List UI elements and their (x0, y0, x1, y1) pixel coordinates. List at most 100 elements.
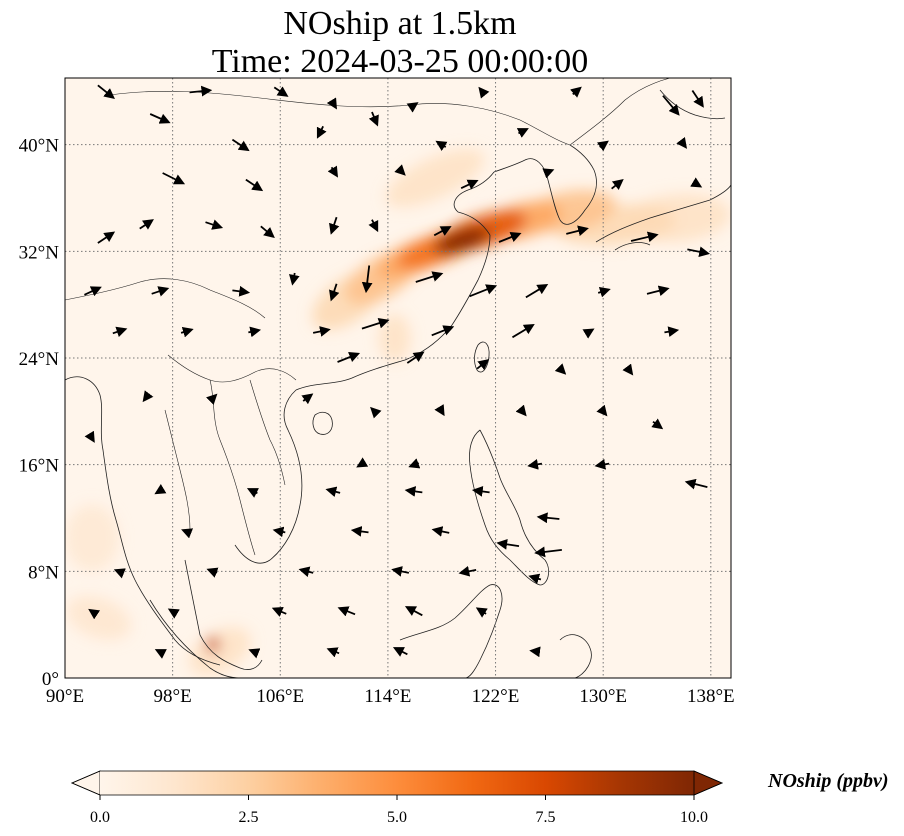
wind-arrow (676, 136, 688, 149)
wind-arrow (415, 271, 444, 283)
wind-arrow (404, 606, 423, 617)
wind-arrow (205, 393, 218, 406)
wind-arrow (88, 608, 101, 620)
concentration-field (65, 148, 731, 676)
wind-arrow (408, 458, 421, 469)
wind-arrow (142, 390, 154, 403)
wind-arrow (350, 526, 369, 537)
wind-arrow (554, 363, 567, 375)
wind-arrow (162, 172, 186, 185)
concentration-blob (65, 504, 119, 572)
colorbar-extend-max (693, 770, 724, 796)
colorbar-extend-min (70, 770, 101, 796)
border-myanmar-thailand (164, 409, 191, 531)
wind-arrow (361, 317, 390, 330)
wind-arrow (113, 568, 126, 579)
wind-arrow (325, 486, 341, 498)
colorbar-tick-label: 7.5 (536, 809, 556, 826)
coastline-sulawesi (559, 634, 592, 678)
wind-arrow (529, 646, 541, 658)
longitude-tick-label: 90°E (46, 686, 84, 707)
wind-arrow (690, 177, 703, 188)
colorbar-tick-label: 0.0 (90, 809, 110, 826)
wind-arrow (516, 128, 529, 138)
border-laos-thailand (209, 379, 256, 556)
wind-arrow (611, 178, 624, 190)
longitude-tick-label: 98°E (154, 686, 192, 707)
wind-arrow (498, 231, 522, 243)
map-panel: 90°E 98°E 106°E 114°E 122°E 130°E 138°E 0° 8°N 1… (19, 77, 735, 707)
colorbar-tick-label: 5.0 (387, 809, 407, 826)
coastlines (65, 78, 731, 678)
wind-arrow (181, 528, 194, 539)
wind-arrow (433, 226, 452, 237)
wind-arrow (404, 486, 423, 497)
longitude-tick-label: 114°E (364, 686, 411, 707)
wind-arrow (394, 164, 406, 176)
wind-arrow (469, 284, 498, 298)
wind-arrow (180, 326, 194, 338)
wind-arrow (329, 283, 340, 302)
wind-arrow (361, 265, 373, 294)
wind-arrow (167, 608, 180, 619)
wind-arrow (496, 539, 520, 550)
wind-arrow (534, 546, 562, 558)
colorbar: 0.0 2.5 5.0 7.5 10.0 (70, 770, 724, 826)
wind-arrow (664, 326, 680, 337)
colorbar-title: NOship (ppbv) (768, 770, 889, 792)
wind-arrow (151, 286, 170, 297)
wind-arrow (566, 225, 589, 237)
wind-arrow (312, 326, 331, 337)
wind-arrow (337, 606, 356, 617)
concentration-blob (206, 636, 220, 653)
plot-title: NOship at 1.5km (283, 5, 517, 42)
latitude-tick-label: 32°N (19, 242, 60, 263)
wind-arrow (622, 363, 634, 376)
wind-arrow (431, 526, 450, 537)
wind-arrow (272, 526, 286, 538)
wind-arrow (458, 565, 477, 577)
border-vietnam-laos (249, 379, 286, 486)
wind-arrow (245, 178, 264, 192)
wind-arrow (511, 323, 535, 339)
wind-arrow (139, 219, 154, 230)
wind-arrow (149, 113, 171, 124)
wind-arrow (594, 459, 610, 470)
wind-arrow (646, 285, 670, 297)
wind-arrow (582, 328, 595, 339)
wind-arrow (337, 351, 361, 363)
longitude-tick-label: 122°E (472, 686, 520, 707)
plot-subtitle-time: Time: 2024-03-25 00:00:00 (211, 43, 589, 80)
wind-arrow (525, 283, 549, 299)
wind-arrow (460, 179, 479, 190)
wind-arrow (329, 216, 340, 235)
wind-arrow (528, 573, 542, 584)
concentration-blob (433, 227, 491, 255)
wind-arrow (298, 566, 314, 578)
coastline-north-east (659, 89, 726, 120)
wind-arrow (475, 607, 488, 618)
border-mongolia-china (109, 90, 571, 146)
latitude-tick-label: 40°N (19, 136, 60, 157)
coastline-shandong (453, 171, 495, 236)
coastline-philippines (469, 429, 550, 586)
wind-arrow (248, 648, 261, 659)
wind-arrow (392, 647, 408, 657)
wind-arrow (691, 90, 704, 108)
coastline-sumatra (149, 599, 241, 678)
longitude-tick-label: 138°E (687, 686, 735, 707)
concentration-blob (385, 148, 485, 208)
colorbar-bar (100, 771, 694, 795)
wind-arrow (271, 606, 287, 617)
wind-arrow (232, 285, 251, 297)
wind-arrow (630, 231, 659, 243)
wind-arrow (370, 406, 382, 419)
wind-arrow (248, 326, 262, 338)
wind-arrow (246, 488, 260, 498)
border-china-russia (569, 78, 671, 146)
wind-arrow (536, 512, 560, 524)
map-frame (64, 77, 732, 679)
wind-arrow (597, 286, 611, 298)
wind-arrow (434, 404, 445, 417)
